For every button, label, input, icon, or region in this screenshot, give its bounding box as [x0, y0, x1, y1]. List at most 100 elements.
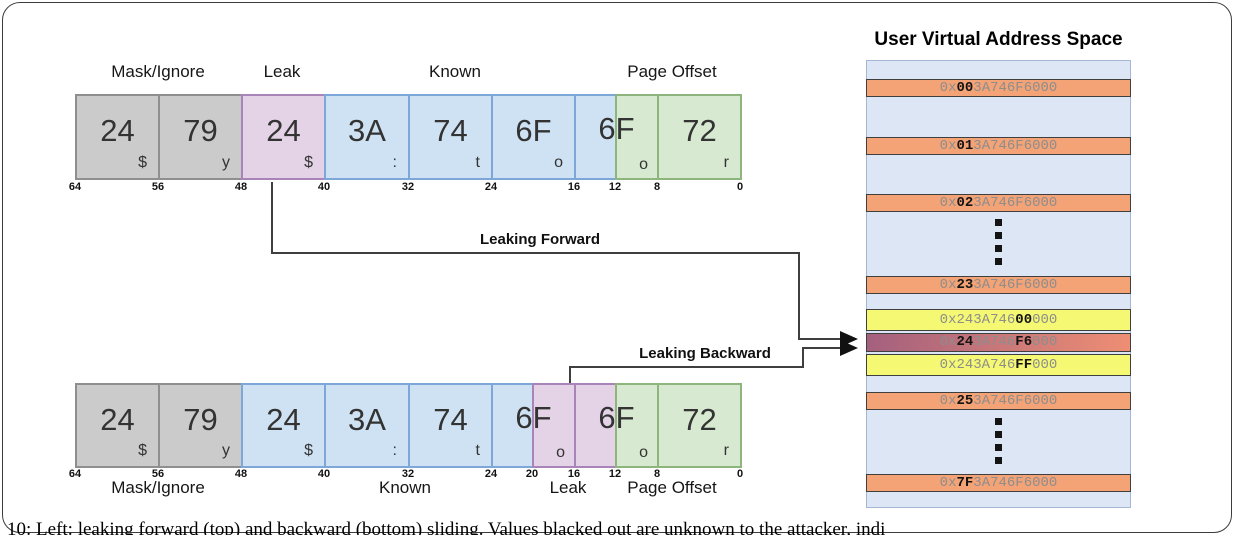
byte-hex: 74 [433, 402, 468, 437]
addr-text: 0x243A746 [939, 312, 1016, 328]
arrow-label-forward: Leaking Forward [479, 231, 601, 248]
byte-ascii: y [222, 154, 230, 171]
bit-tick: 16 [567, 181, 581, 193]
byte-hex: 3A [348, 113, 386, 148]
byte-cell: 24 $ [241, 383, 326, 468]
section-label-known: Known [379, 478, 431, 497]
byte-ascii: t [475, 154, 480, 171]
bit-tick: 40 [317, 181, 331, 193]
addr-text: 3A746F6000 [973, 393, 1058, 409]
addr-text: 000 [1032, 312, 1058, 328]
byte-cell: 24 $ [75, 94, 160, 180]
byte-ascii: : [392, 442, 397, 459]
arrow-label-backward: Leaking Backward [639, 345, 771, 362]
bit-tick: 12 [608, 468, 622, 480]
byte-ascii: o [639, 444, 648, 461]
byte-cell: 74 t [408, 383, 493, 468]
addr-bold: 25 [956, 393, 974, 409]
byte-ascii: o [556, 444, 565, 461]
byte-ascii: r [723, 442, 729, 459]
byte-ascii: $ [138, 442, 147, 459]
byte-hex: 3A [348, 402, 386, 437]
bit-tick: 48 [234, 468, 248, 480]
address-row: 0x253A746F6000 [866, 392, 1131, 410]
byte-cell: 79 y [158, 94, 243, 180]
byte-hex: 24 [100, 402, 135, 437]
byte-cell-leak: 24 $ [241, 94, 326, 180]
byte-hex: 79 [183, 113, 218, 148]
bit-tick: 20 [525, 468, 539, 480]
bottom-bit-ticks: 64 56 48 40 32 24 20 16 12 8 0 [69, 468, 743, 482]
byte-cell-fragment [574, 94, 617, 180]
bottom-section-labels: Mask/Ignore Known Leak Page Offset [75, 478, 742, 500]
byte-hex: 6F [598, 111, 635, 146]
byte-hex: 79 [183, 402, 218, 437]
byte-cell-straddle: 6F o [574, 383, 659, 468]
byte-cell-straddle: 6F o [491, 383, 576, 468]
byte-cell: 72 r [657, 94, 742, 180]
addr-bold: F6 [1015, 334, 1033, 350]
byte-cell: 3A : [324, 94, 410, 180]
byte-cell: 6F o [491, 94, 576, 180]
bit-tick: 40 [317, 468, 331, 480]
byte-cell-straddle: 6F o [574, 94, 659, 180]
addr-bold: 24 [956, 334, 974, 350]
bit-tick: 56 [151, 181, 165, 193]
byte-ascii: y [222, 442, 230, 459]
bit-tick: 56 [151, 468, 165, 480]
addr-text: 3A746F6000 [973, 195, 1058, 211]
byte-ascii: $ [304, 442, 313, 459]
addr-bold: 7F [956, 475, 974, 491]
byte-hex: 6F [515, 400, 552, 435]
addr-text: 3A746F6000 [973, 80, 1058, 96]
addr-text: 0x [939, 195, 957, 211]
byte-ascii: $ [304, 154, 313, 171]
address-row-page-end: 0x243A746FF000 [866, 354, 1131, 376]
bit-tick: 32 [401, 468, 415, 480]
byte-cell: 3A : [324, 383, 410, 468]
byte-cell: 79 y [158, 383, 243, 468]
bit-tick: 64 [68, 468, 82, 480]
addr-bold: 01 [956, 138, 974, 154]
byte-ascii: $ [138, 154, 147, 171]
bit-tick: 12 [608, 181, 622, 193]
address-row: 0x003A746F6000 [866, 79, 1131, 97]
addr-text: 0x [939, 138, 957, 154]
figure-caption: 10: Left: leaking forward (top) and back… [7, 519, 886, 535]
addr-text: 0x243A746 [939, 357, 1016, 373]
section-label-mask-ignore: Mask/Ignore [111, 478, 205, 497]
section-label-leak: Leak [263, 62, 301, 81]
bit-tick: 16 [567, 468, 581, 480]
byte-hex: 74 [433, 113, 468, 148]
addr-bold: 02 [956, 195, 974, 211]
addr-text: 0x [939, 80, 957, 96]
byte-ascii: : [392, 154, 397, 171]
byte-hex: 24 [266, 402, 301, 437]
byte-ascii: t [475, 442, 480, 459]
byte-hex: 24 [266, 113, 301, 148]
byte-cell-fragment-leak [574, 383, 617, 468]
addr-text: 0x [939, 393, 957, 409]
byte-cell: 24 $ [75, 383, 160, 468]
bit-tick: 32 [401, 181, 415, 193]
byte-cell-fragment-leak [532, 383, 576, 468]
addr-text: 000 [1032, 357, 1058, 373]
byte-hex: 24 [100, 113, 135, 148]
address-row: 0x013A746F6000 [866, 137, 1131, 155]
top-section-labels: Mask/Ignore Leak Known Page Offset [75, 62, 742, 84]
addr-text: 3A746F6000 [973, 277, 1058, 293]
bit-tick: 24 [484, 181, 498, 193]
bottom-byte-row: 24 $ 79 y 24 $ 3A : 74 t 72 r 6F o [75, 383, 742, 468]
address-row: 0x7F3A746F6000 [866, 474, 1131, 492]
bit-tick: 24 [484, 468, 498, 480]
bit-tick: 64 [68, 181, 82, 193]
byte-hex: 72 [682, 113, 717, 148]
section-label-known: Known [429, 62, 481, 81]
addr-text: 0x [939, 475, 957, 491]
ellipsis-dots [994, 418, 1002, 470]
addr-text: 0x [939, 334, 957, 350]
section-label-page-offset: Page Offset [627, 62, 717, 81]
addr-text: 0x [939, 277, 957, 293]
byte-hex: 6F [598, 400, 635, 435]
